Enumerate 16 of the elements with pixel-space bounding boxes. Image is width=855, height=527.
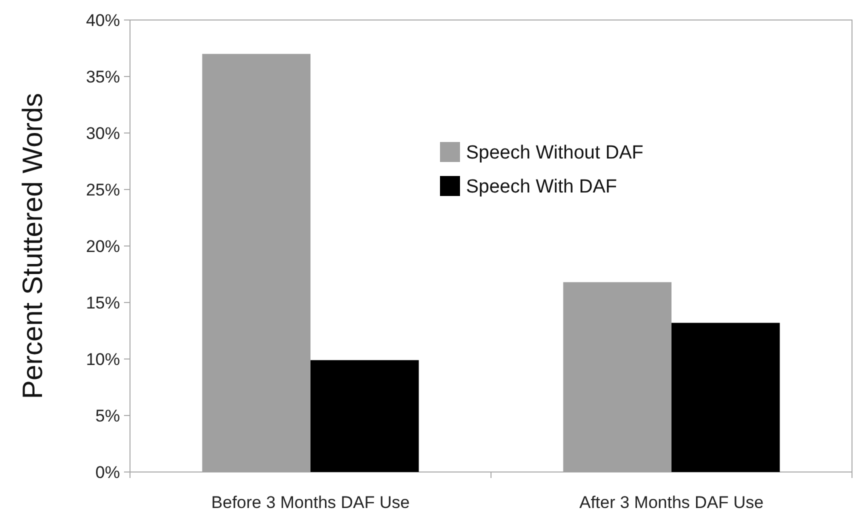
y-tick-label: 10% bbox=[86, 350, 120, 369]
x-tick-label: Before 3 Months DAF Use bbox=[211, 493, 410, 512]
y-tick-label: 20% bbox=[86, 236, 120, 256]
y-tick-label: 35% bbox=[86, 67, 120, 86]
y-tick-label: 5% bbox=[95, 406, 120, 426]
bar bbox=[310, 360, 419, 472]
y-tick-label: 0% bbox=[95, 462, 120, 482]
y-tick-label: 30% bbox=[86, 124, 120, 143]
x-tick-label: After 3 Months DAF Use bbox=[579, 493, 764, 512]
y-tick-label: 40% bbox=[86, 10, 120, 30]
legend-label: Speech Without DAF bbox=[466, 142, 644, 164]
y-tick-label: 25% bbox=[86, 180, 120, 200]
y-axis-title: Percent Stuttered Words bbox=[17, 92, 48, 400]
bar bbox=[672, 322, 780, 472]
y-tick-label: 15% bbox=[86, 293, 120, 312]
legend-label: Speech With DAF bbox=[466, 176, 617, 198]
